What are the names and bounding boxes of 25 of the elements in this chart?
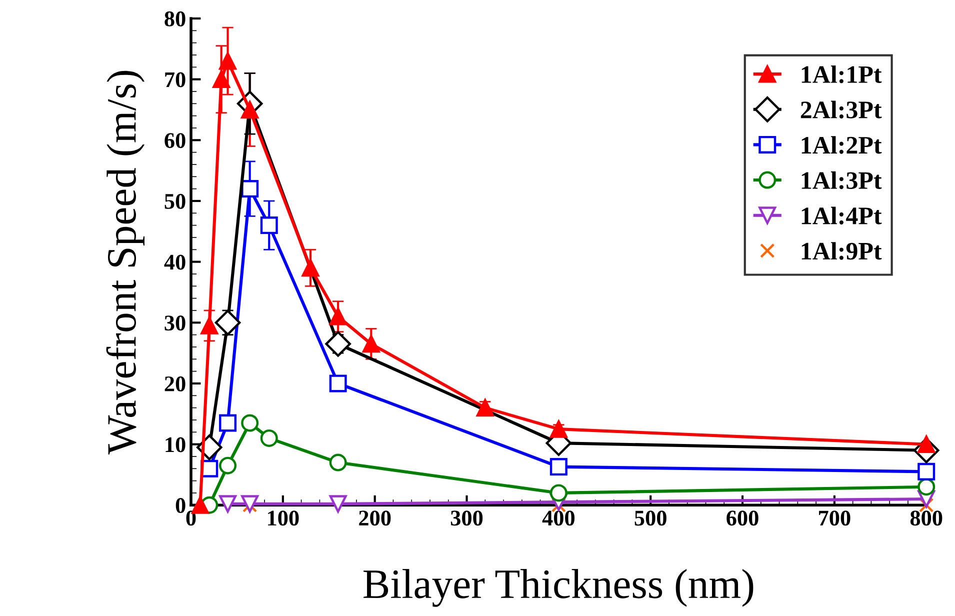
x-tick-label: 400 bbox=[542, 510, 574, 526]
x-tick-label: 600 bbox=[726, 510, 758, 526]
x-tick-label: 100 bbox=[268, 510, 299, 526]
y-tick-label: 80 bbox=[164, 11, 186, 26]
legend-label: 1Al:9Pt bbox=[802, 242, 882, 260]
y-axis-title: Wavefront Speed (m/s) bbox=[106, 70, 144, 454]
y-tick-label: 70 bbox=[165, 72, 186, 88]
legend-label: 1Al:4Pt bbox=[802, 206, 882, 224]
legend-label: 1Al:2Pt bbox=[802, 136, 882, 154]
x-axis-title: Bilayer Thickness (nm) bbox=[364, 569, 754, 607]
y-tick-label: 20 bbox=[164, 376, 186, 392]
x-tick-label: 800 bbox=[910, 510, 942, 526]
x-tick-label: 300 bbox=[450, 510, 483, 526]
y-tick-label: 40 bbox=[164, 254, 186, 270]
y-tick-label: 50 bbox=[164, 194, 186, 209]
legend-label: 1Al:1Pt bbox=[802, 65, 882, 84]
legend-label: 1Al:3Pt bbox=[802, 171, 882, 190]
legend-label: 2Al:3Pt bbox=[800, 100, 882, 118]
y-tick-label: 60 bbox=[164, 133, 186, 148]
x-tick-label: 700 bbox=[819, 510, 850, 526]
x-tick-label: 200 bbox=[359, 510, 391, 526]
y-tick-label: 0 bbox=[176, 498, 186, 514]
y-tick-label: 10 bbox=[166, 437, 186, 452]
x-tick-label: 500 bbox=[634, 510, 666, 526]
y-tick-label: 30 bbox=[164, 316, 186, 331]
